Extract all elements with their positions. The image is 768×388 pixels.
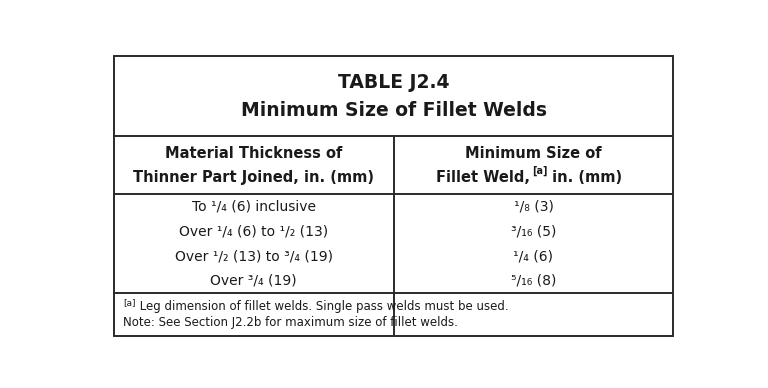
Text: Minimum Size of Fillet Welds: Minimum Size of Fillet Welds	[240, 101, 547, 120]
Text: Material Thickness of: Material Thickness of	[165, 146, 343, 161]
Text: Fillet Weld,: Fillet Weld,	[436, 170, 531, 185]
Text: Thinner Part Joined, in. (mm): Thinner Part Joined, in. (mm)	[133, 170, 374, 185]
Text: Over ¹/₄ (6) to ¹/₂ (13): Over ¹/₄ (6) to ¹/₂ (13)	[179, 224, 328, 238]
Text: Fillet Weld,[a] in. (mm): Fillet Weld,[a] in. (mm)	[437, 170, 630, 185]
Text: ³/₁₆ (5): ³/₁₆ (5)	[511, 224, 556, 238]
Text: ⁵/₁₆ (8): ⁵/₁₆ (8)	[511, 274, 556, 288]
Text: Leg dimension of fillet welds. Single pass welds must be used.: Leg dimension of fillet welds. Single pa…	[136, 300, 508, 312]
Text: TABLE J2.4: TABLE J2.4	[338, 73, 449, 92]
Text: To ¹/₄ (6) inclusive: To ¹/₄ (6) inclusive	[192, 200, 316, 214]
Text: ¹/₈ (3): ¹/₈ (3)	[514, 200, 554, 214]
Text: Fillet Weld, in. (mm): Fillet Weld, in. (mm)	[449, 170, 618, 185]
Text: Over ¹/₂ (13) to ³/₄ (19): Over ¹/₂ (13) to ³/₄ (19)	[175, 249, 333, 263]
Text: Over ³/₄ (19): Over ³/₄ (19)	[210, 274, 297, 288]
Text: Minimum Size of: Minimum Size of	[465, 146, 602, 161]
Text: in. (mm): in. (mm)	[547, 170, 621, 185]
Text: [a]: [a]	[123, 298, 135, 307]
Text: Note: See Section J2.2b for maximum size of fillet welds.: Note: See Section J2.2b for maximum size…	[123, 316, 458, 329]
Text: [a]: [a]	[531, 166, 547, 176]
Text: ¹/₄ (6): ¹/₄ (6)	[514, 249, 554, 263]
